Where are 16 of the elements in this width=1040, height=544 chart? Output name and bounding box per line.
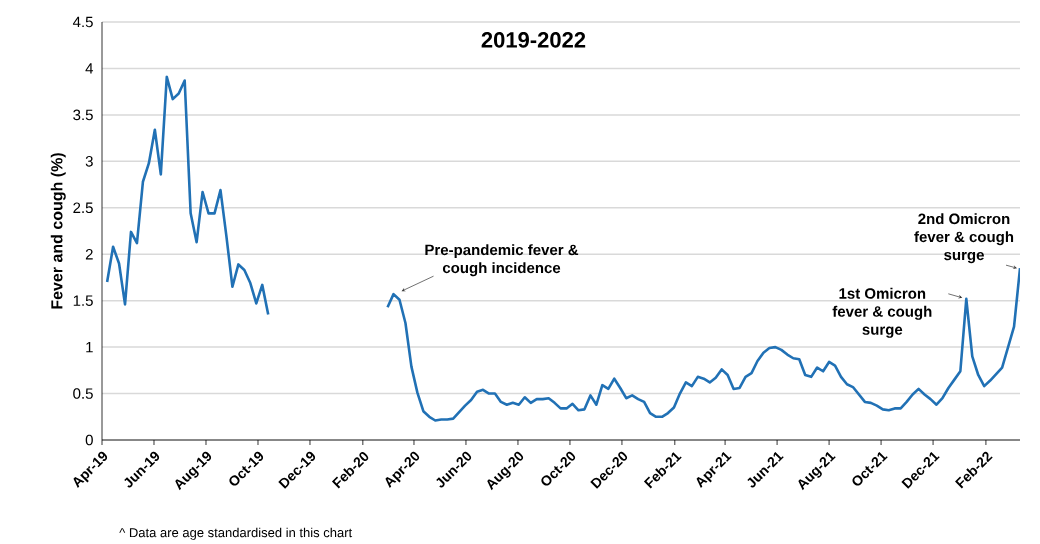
y-tick-label: 0.5 bbox=[73, 388, 93, 399]
y-tick-label: 0 bbox=[85, 434, 93, 446]
annotation: 2nd Omicron fever & cough surge bbox=[914, 213, 1014, 264]
y-tick-label: 3 bbox=[85, 156, 93, 167]
annotation: 1st Omicron fever & cough surge bbox=[832, 287, 932, 338]
y-tick-label: 3.5 bbox=[73, 109, 93, 121]
y-axis-title: Fever and cough (%) bbox=[50, 153, 66, 309]
text: ^ Data are age standardised in this chart bbox=[119, 527, 353, 540]
y-tick-label: 4.5 bbox=[72, 16, 93, 28]
y-tick-label: 2.5 bbox=[73, 202, 93, 214]
y-tick-label: 4 bbox=[85, 63, 94, 74]
annotation: Pre-pandemic fever & cough incidence bbox=[425, 244, 579, 277]
y-tick-label: 1 bbox=[86, 341, 93, 353]
y-tick-label: 1.5 bbox=[73, 295, 93, 306]
chart-title: 2019-2022 bbox=[481, 32, 586, 48]
y-tick-label: 2 bbox=[85, 248, 93, 260]
